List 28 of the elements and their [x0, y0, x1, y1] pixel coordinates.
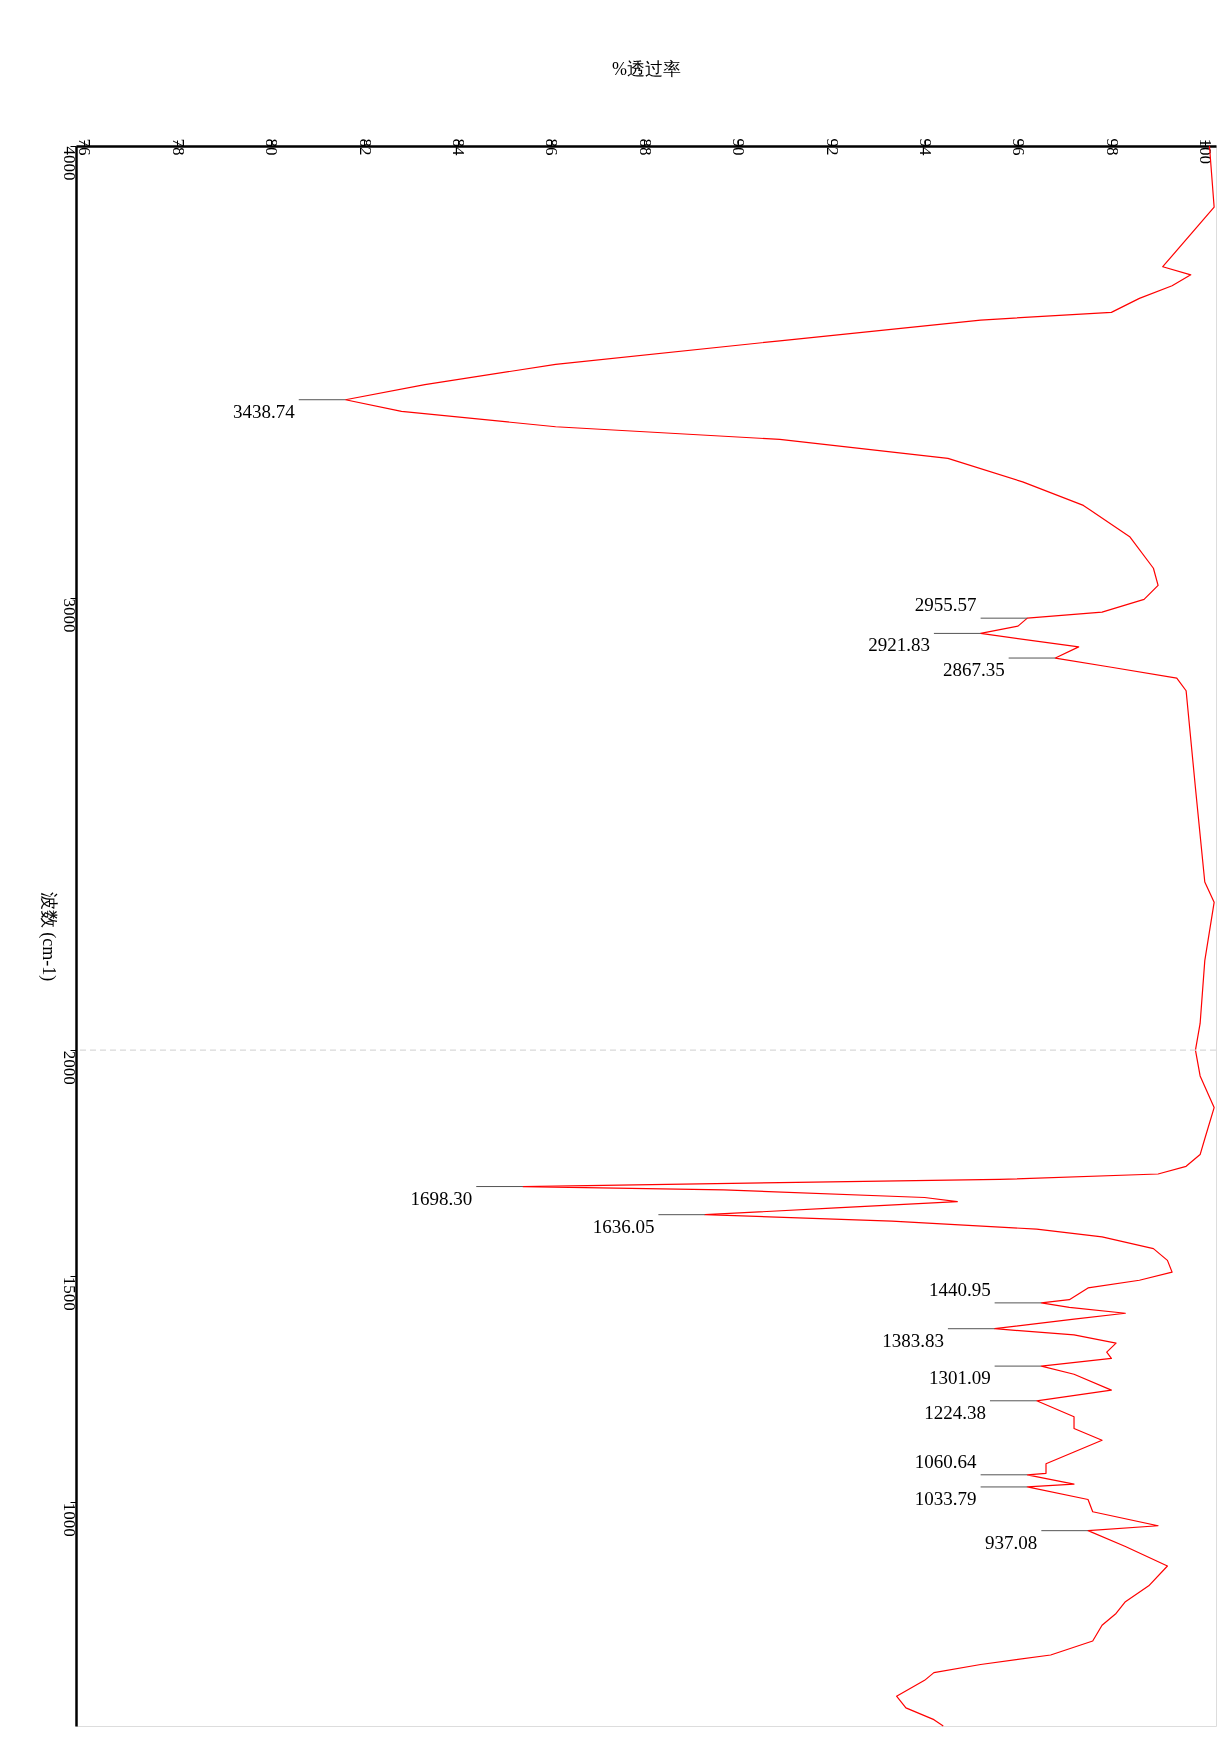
annotation: 1636.05 [592, 1215, 655, 1237]
y-tick-label: 1000 [59, 1502, 79, 1537]
annotation: 1440.95 [928, 1278, 991, 1300]
x-tick-label: 84 [449, 138, 469, 156]
y-axis-title: 波数 (cm-1) [37, 891, 59, 982]
annotation: 1224.38 [924, 1401, 986, 1423]
annotation: 937.08 [985, 1531, 1038, 1553]
x-axis-title: %透过率 [612, 58, 681, 79]
x-tick-label: 80 [262, 138, 282, 156]
annotation: 3438.74 [233, 400, 296, 422]
y-tick-label: 3000 [59, 598, 79, 633]
x-tick-label: 78 [168, 138, 188, 156]
x-tick-label: 86 [542, 138, 562, 156]
x-tick-label: 96 [1009, 138, 1029, 156]
x-tick-label: 94 [916, 138, 936, 156]
y-tick-label: 1500 [59, 1276, 79, 1311]
x-tick-label: 90 [729, 138, 749, 156]
annotation: 1060.64 [914, 1450, 978, 1472]
annotation: 2867.35 [942, 659, 1005, 681]
annotation: 2955.57 [914, 594, 977, 616]
annotation: 1383.83 [882, 1329, 944, 1351]
x-tick-label: 82 [355, 138, 375, 156]
annotation: 1033.79 [914, 1487, 977, 1509]
y-tick-label: 2000 [59, 1050, 79, 1085]
annotation: 2921.83 [868, 634, 930, 656]
annotation: 1301.09 [928, 1367, 991, 1389]
annotation: 1698.30 [410, 1187, 473, 1209]
x-tick-label: 88 [635, 138, 655, 156]
